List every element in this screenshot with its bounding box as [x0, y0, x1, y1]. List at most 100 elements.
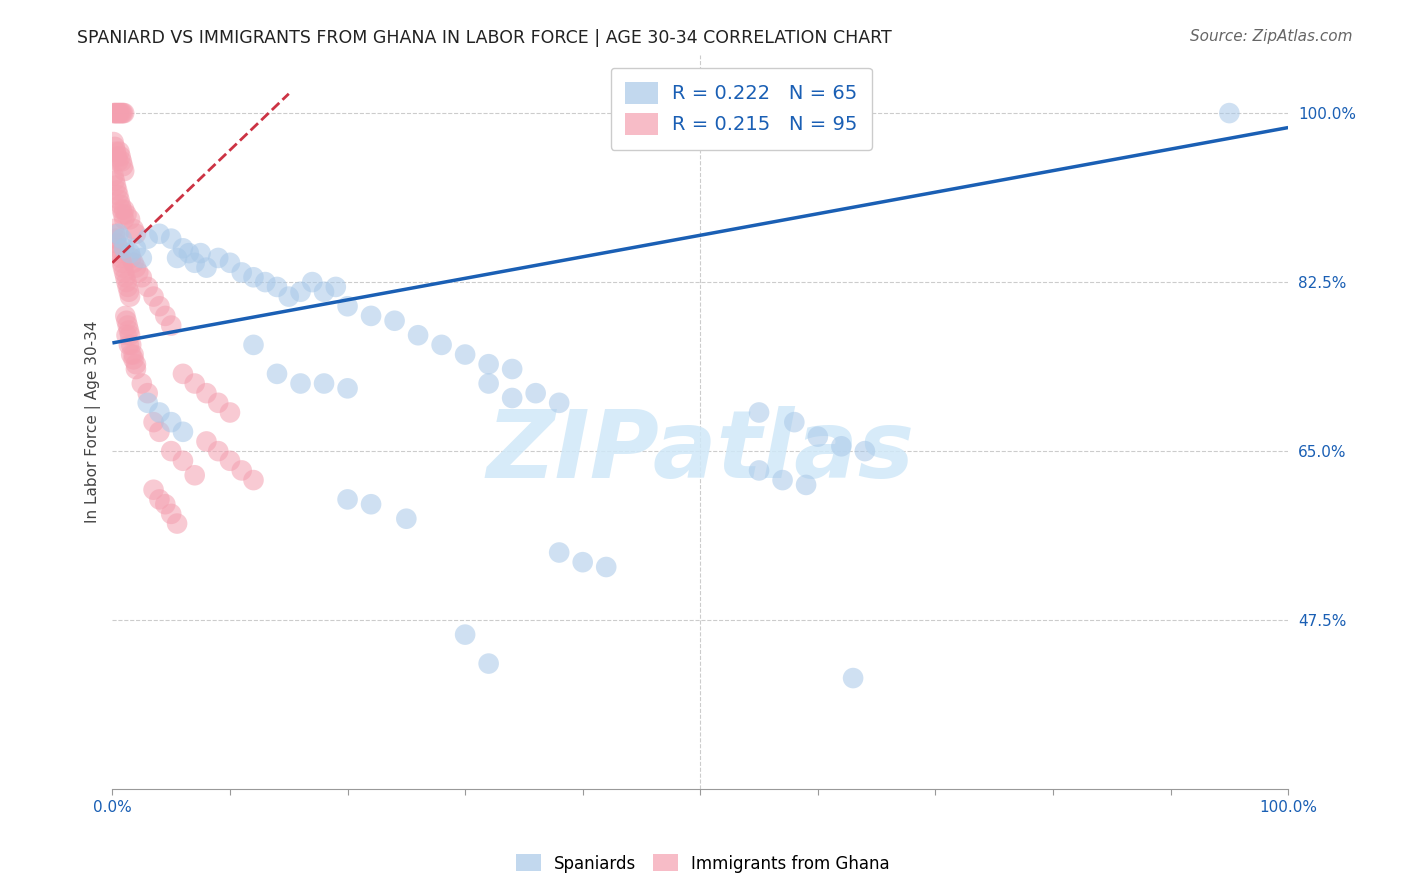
Point	[104, 145, 127, 159]
Point	[117, 318, 139, 333]
Point	[108, 246, 131, 260]
Point	[406, 328, 429, 343]
Point	[325, 280, 347, 294]
Point	[112, 241, 135, 255]
Point	[104, 227, 127, 241]
Point	[105, 106, 128, 120]
Point	[219, 454, 242, 468]
Point	[177, 246, 200, 260]
Point	[148, 425, 170, 439]
Point	[110, 150, 132, 164]
Point	[125, 357, 148, 371]
Point	[277, 289, 299, 303]
Point	[195, 260, 218, 275]
Point	[120, 251, 142, 265]
Point	[807, 429, 830, 443]
Point	[107, 227, 129, 241]
Point	[125, 227, 148, 241]
Point	[301, 275, 323, 289]
Point	[1218, 106, 1240, 120]
Point	[136, 386, 159, 401]
Point	[108, 106, 131, 120]
Point	[103, 169, 125, 183]
Point	[231, 265, 253, 279]
Point	[114, 270, 136, 285]
Point	[108, 145, 131, 159]
Point	[454, 627, 477, 641]
Point	[118, 338, 141, 352]
Point	[172, 241, 194, 255]
Point	[160, 415, 183, 429]
Point	[111, 106, 134, 120]
Point	[148, 299, 170, 313]
Point	[160, 232, 183, 246]
Point	[131, 270, 153, 285]
Point	[112, 164, 135, 178]
Point	[478, 657, 501, 671]
Point	[131, 251, 153, 265]
Point	[830, 439, 852, 453]
Point	[122, 347, 145, 361]
Point	[242, 473, 264, 487]
Point	[384, 314, 406, 328]
Point	[195, 434, 218, 449]
Point	[111, 202, 134, 217]
Point	[142, 289, 165, 303]
Point	[748, 463, 770, 477]
Point	[107, 106, 129, 120]
Point	[118, 289, 141, 303]
Point	[155, 497, 177, 511]
Point	[142, 415, 165, 429]
Point	[183, 468, 205, 483]
Point	[122, 352, 145, 367]
Point	[118, 323, 141, 337]
Point	[105, 150, 128, 164]
Point	[266, 367, 288, 381]
Point	[195, 386, 218, 401]
Point	[478, 357, 501, 371]
Point	[112, 265, 135, 279]
Point	[112, 212, 135, 227]
Point	[103, 135, 125, 149]
Point	[118, 246, 141, 260]
Point	[166, 251, 188, 265]
Point	[478, 376, 501, 391]
Point	[524, 386, 547, 401]
Point	[207, 251, 229, 265]
Point	[115, 314, 138, 328]
Text: ZIPatlas: ZIPatlas	[486, 406, 914, 498]
Point	[120, 338, 142, 352]
Point	[172, 367, 194, 381]
Point	[842, 671, 865, 685]
Point	[571, 555, 593, 569]
Point	[107, 154, 129, 169]
Point	[120, 347, 142, 361]
Point	[190, 246, 212, 260]
Point	[183, 256, 205, 270]
Point	[336, 299, 359, 313]
Point	[290, 376, 312, 391]
Point	[148, 227, 170, 241]
Point	[242, 270, 264, 285]
Point	[122, 256, 145, 270]
Legend: R = 0.222   N = 65, R = 0.215   N = 95: R = 0.222 N = 65, R = 0.215 N = 95	[610, 68, 872, 150]
Point	[136, 280, 159, 294]
Point	[110, 251, 132, 265]
Point	[166, 516, 188, 531]
Point	[748, 405, 770, 419]
Point	[172, 425, 194, 439]
Point	[548, 396, 571, 410]
Point	[112, 106, 135, 120]
Point	[131, 376, 153, 391]
Point	[118, 212, 141, 227]
Point	[117, 280, 139, 294]
Point	[118, 285, 141, 299]
Legend: Spaniards, Immigrants from Ghana: Spaniards, Immigrants from Ghana	[509, 847, 897, 880]
Point	[266, 280, 288, 294]
Point	[122, 222, 145, 236]
Point	[312, 376, 335, 391]
Point	[312, 285, 335, 299]
Point	[111, 159, 134, 173]
Point	[142, 483, 165, 497]
Point	[290, 285, 312, 299]
